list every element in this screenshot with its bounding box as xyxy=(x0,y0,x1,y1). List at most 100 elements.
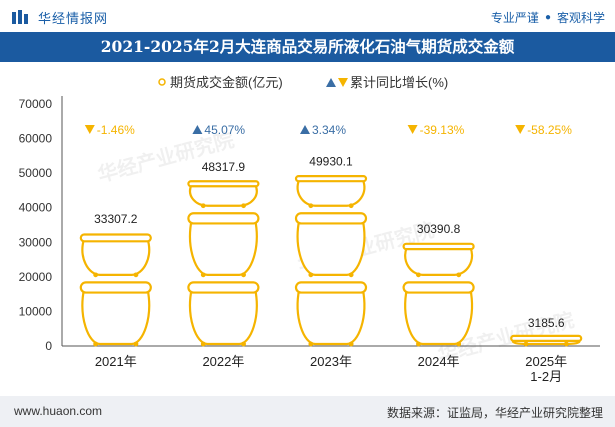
pot-foot xyxy=(416,272,421,278)
pot-rim xyxy=(187,281,260,294)
growth-down-icon xyxy=(84,125,95,134)
pot-foot xyxy=(308,272,314,278)
y-tick-label: 30000 xyxy=(19,235,53,249)
growth-up-icon xyxy=(300,125,310,134)
legend-label-growth: 累计同比增长(%) xyxy=(350,75,448,90)
bullet-icon: ● xyxy=(544,12,551,23)
bar-pot-icon xyxy=(187,212,260,278)
x-tick-label: 2023年 xyxy=(310,354,352,369)
growth-label: 3.34% xyxy=(312,123,346,137)
bar-pot-icon xyxy=(402,242,475,278)
bar-pot-icon xyxy=(187,180,260,209)
chart-title: 2021-2025年2月大连商品交易所液化石油气期货成交金额 xyxy=(0,32,615,62)
pot-foot xyxy=(563,341,569,347)
legend-label-amount: 期货成交金额(亿元) xyxy=(170,75,283,90)
bar-pot-icon xyxy=(79,281,152,347)
pot-foot xyxy=(308,341,314,347)
pot-foot xyxy=(133,341,139,347)
pot-rim xyxy=(187,180,260,188)
growth-label: -58.25% xyxy=(527,123,572,137)
x-tick-label: 2025年 xyxy=(525,354,567,369)
tagline: 专业严谨 ● 客观科学 xyxy=(491,9,605,26)
pot-foot xyxy=(200,341,206,347)
growth-down-icon xyxy=(515,125,526,134)
growth-up-icon xyxy=(192,125,203,134)
pot-body xyxy=(296,178,366,207)
pot-rim xyxy=(294,212,368,225)
growth-label: -1.46% xyxy=(97,123,135,137)
pot-rim xyxy=(510,334,583,342)
pot-foot xyxy=(348,203,354,209)
pot-foot xyxy=(200,272,206,278)
pot-foot xyxy=(200,203,206,209)
legend-triangle-icon xyxy=(326,78,336,87)
y-tick-label: 40000 xyxy=(19,201,53,215)
y-tick-label: 60000 xyxy=(19,132,53,146)
bar-pot-icon xyxy=(510,334,583,347)
y-tick-label: 50000 xyxy=(19,166,53,180)
pot-rim xyxy=(79,233,152,243)
brand-logo-icon xyxy=(12,9,28,24)
pot-foot xyxy=(241,272,246,278)
pot-rim xyxy=(402,281,475,294)
bar-2 xyxy=(294,175,368,347)
pot-foot xyxy=(456,272,462,278)
footer-source: 数据来源：证监局，华经产业研究院整理 xyxy=(386,406,603,420)
pot-body xyxy=(81,287,151,346)
x-tick-label: 1-2月 xyxy=(530,369,562,384)
pot-foot xyxy=(456,341,462,347)
pot-rim xyxy=(402,242,475,251)
y-tick-label: 20000 xyxy=(19,270,53,284)
data-label: 49930.1 xyxy=(309,154,353,168)
brand-logo: 华经情报网 xyxy=(12,8,108,27)
pot-body xyxy=(404,245,473,276)
pot-foot xyxy=(241,341,246,347)
pot-foot xyxy=(93,272,99,278)
bar-pot-icon xyxy=(294,175,368,209)
x-tick-label: 2024年 xyxy=(418,354,460,369)
pot-rim xyxy=(294,175,368,183)
tagline-left: 专业严谨 xyxy=(490,11,539,25)
pot-body xyxy=(296,287,366,346)
pot-body xyxy=(81,237,151,276)
pot-body xyxy=(189,183,258,207)
chart-area: 华经产业研究院 华经产业研究院 华经产业研究院 期货成交金额(亿元) 累计同比增长(%)… xyxy=(0,62,615,392)
footer: www.huaon.com 数据来源：证监局，华经产业研究院整理 xyxy=(0,396,615,427)
pot-body xyxy=(188,287,258,346)
pot-rim xyxy=(187,212,260,225)
pot-foot xyxy=(308,203,314,209)
pot-body xyxy=(296,218,366,276)
growth-down-icon xyxy=(407,125,418,134)
pot-rim xyxy=(294,281,368,294)
pot-foot xyxy=(348,341,354,347)
bar-pot-icon xyxy=(187,281,260,347)
bar-pot-icon xyxy=(294,212,368,278)
data-label: 48317.9 xyxy=(202,160,246,174)
pot-foot xyxy=(93,341,99,347)
bar-3 xyxy=(402,242,475,347)
legend-triangle-down-icon xyxy=(338,78,348,87)
top-bar: 华经情报网 专业严谨 ● 客观科学 xyxy=(0,0,615,32)
bar-pot-icon xyxy=(294,281,368,347)
legend: 期货成交金额(亿元) 累计同比增长(%) xyxy=(158,75,448,90)
y-tick-label: 10000 xyxy=(19,304,53,318)
pot-body xyxy=(404,287,474,346)
bar-pot-icon xyxy=(402,281,475,347)
pot-foot xyxy=(241,203,246,209)
legend-pot-icon xyxy=(158,78,166,86)
growth-label: -39.13% xyxy=(420,123,465,137)
footer-url[interactable]: www.huaon.com xyxy=(14,404,103,418)
bar-1 xyxy=(187,180,260,347)
y-tick-label: 0 xyxy=(45,339,52,353)
pot-foot xyxy=(348,272,354,278)
growth-label: 45.07% xyxy=(204,123,245,137)
x-tick-label: 2021年 xyxy=(95,354,137,369)
data-label: 33307.2 xyxy=(94,212,138,226)
bar-pot-icon xyxy=(79,233,152,278)
bar-4 xyxy=(510,334,583,347)
tagline-right: 客观科学 xyxy=(556,11,605,25)
pot-foot xyxy=(523,341,529,347)
y-tick-label: 70000 xyxy=(19,97,53,111)
data-label: 30390.8 xyxy=(417,222,461,236)
